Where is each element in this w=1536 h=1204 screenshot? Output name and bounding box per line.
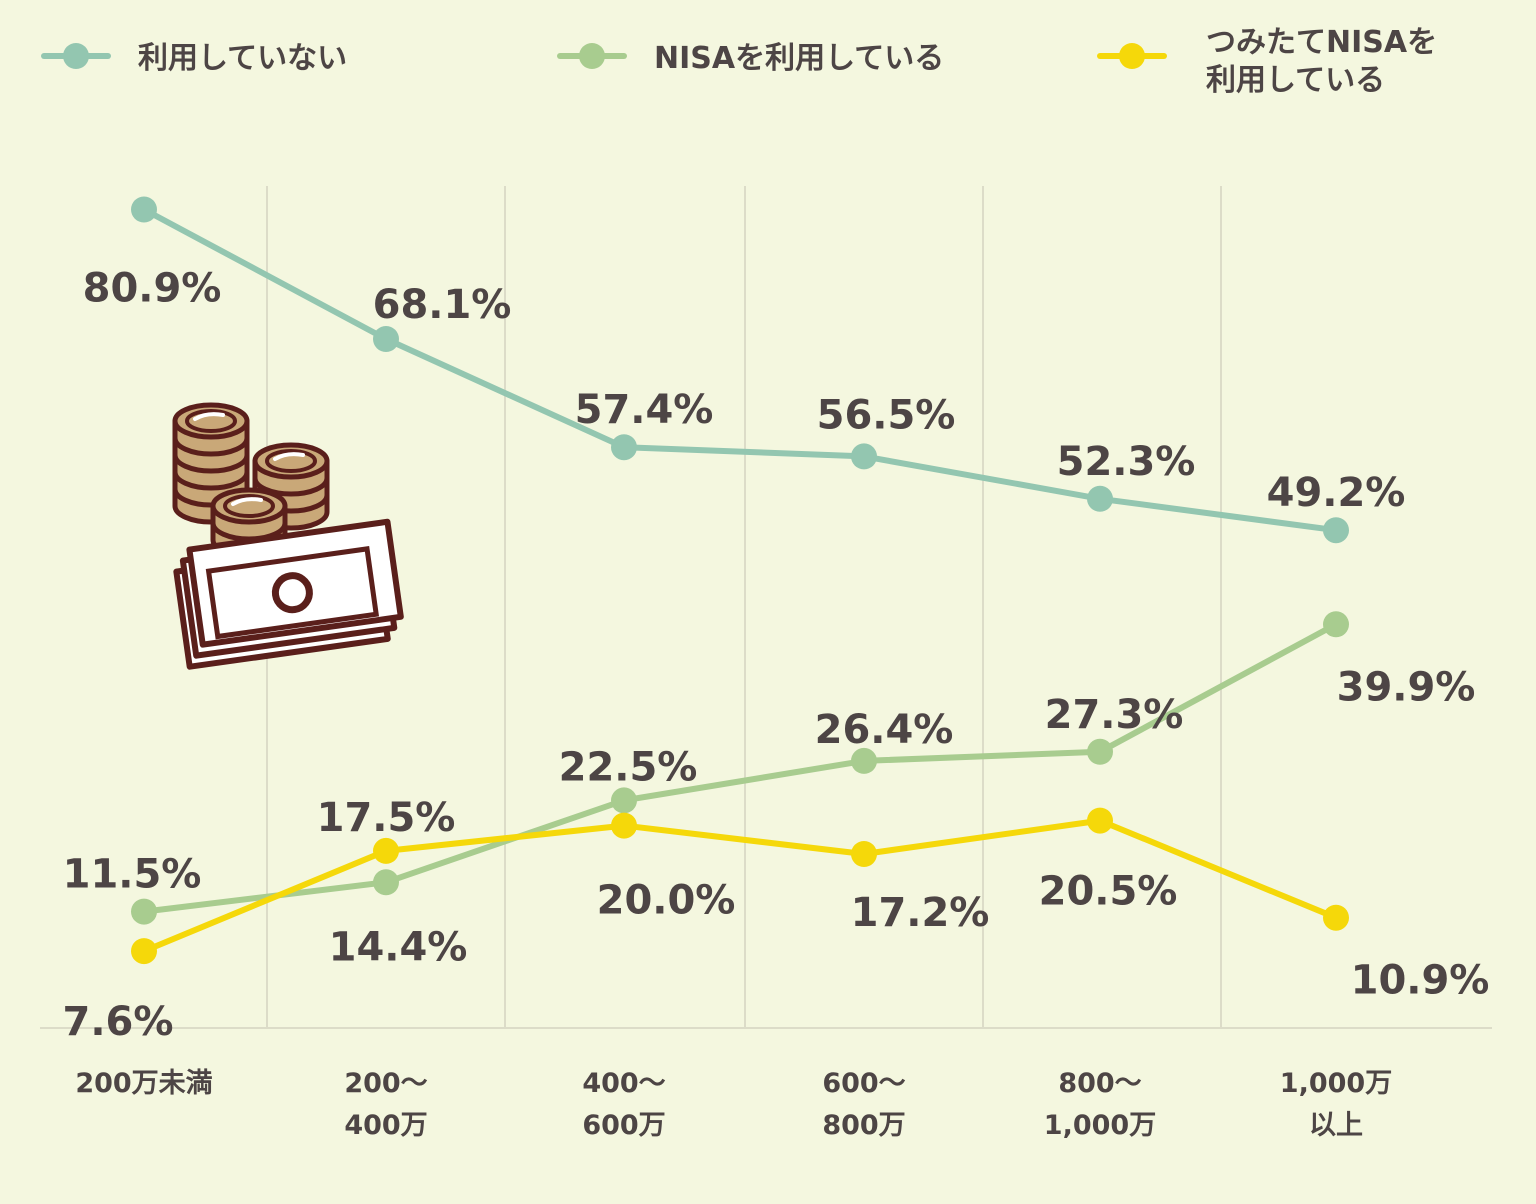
data-point [851, 443, 877, 470]
legend-label: つみたてNISAを利用している [1206, 25, 1437, 98]
x-tick-label: 800〜 1,000万 [1044, 1068, 1156, 1141]
series-group [131, 196, 1349, 965]
banknote-emblem [271, 572, 313, 614]
legend-item-1: 利用していない [41, 41, 347, 76]
legend-label: 利用していない [138, 41, 347, 76]
x-tick-label-line: 1,000万 [1044, 1110, 1156, 1141]
x-tick-label: 200万未満 [75, 1068, 212, 1099]
legend-label-line: NISAを利用している [654, 41, 944, 76]
data-point [131, 898, 157, 925]
data-label: 14.4% [329, 924, 468, 970]
data-label: 56.5% [817, 392, 956, 438]
grid [266, 186, 1222, 1028]
data-label: 52.3% [1057, 439, 1196, 485]
data-point [851, 841, 877, 867]
legend-item-2: NISAを利用している [557, 41, 944, 76]
data-label: 49.2% [1267, 470, 1406, 516]
coin-shine [273, 452, 305, 461]
x-tick-label-line: 200万未満 [75, 1068, 212, 1099]
x-tick-label-line: 200〜 [344, 1068, 427, 1099]
data-point [373, 837, 399, 864]
coin-rim [185, 409, 237, 433]
data-point [1323, 611, 1349, 638]
coin-shine [193, 412, 225, 421]
legend-label-line: 利用していない [138, 41, 347, 76]
legend-marker [579, 43, 605, 69]
series-3 [131, 807, 1349, 965]
data-label: 22.5% [559, 744, 698, 790]
data-label: 17.5% [317, 795, 456, 841]
legend-label: NISAを利用している [654, 41, 944, 76]
banknote-inner [205, 546, 380, 640]
legend-marker [1119, 43, 1145, 69]
legend-label-line: つみたてNISAを [1206, 25, 1437, 60]
data-point [611, 434, 637, 461]
data-label: 20.0% [597, 878, 736, 924]
x-tick-label-line: 400万 [344, 1110, 427, 1141]
data-point [1087, 485, 1113, 512]
data-point [1087, 738, 1113, 765]
data-labels: 80.9% 68.1% 57.4% 56.5% 52.3% 49.2% 11.5% 14.4%… [63, 266, 1490, 1046]
series-line [141, 206, 1339, 534]
x-tick-labels: 200万未満 200〜 400万 400〜 600万 600〜 800万 800〜 1,000万… [75, 1068, 1392, 1141]
data-point [851, 747, 877, 774]
legend-item-3: つみたてNISAを利用している [1097, 25, 1437, 98]
legend-label-line: 利用している [1206, 63, 1385, 98]
data-label: 17.2% [851, 890, 990, 936]
series-line [141, 817, 1339, 955]
data-label: 39.9% [1337, 664, 1476, 710]
series-2 [131, 611, 1349, 925]
data-label: 68.1% [373, 282, 512, 328]
coins-and-cash-icon [172, 402, 404, 670]
series-1 [131, 196, 1349, 544]
data-label: 20.5% [1039, 869, 1178, 915]
banknotes [173, 518, 404, 670]
data-label: 7.6% [63, 999, 174, 1045]
x-tick-label-line: 800万 [822, 1110, 905, 1141]
x-tick-label-line: 1,000万 [1280, 1068, 1392, 1099]
legend: 利用していない NISAを利用している つみたてNISAを利用している [41, 25, 1437, 98]
x-tick-label: 200〜 400万 [344, 1068, 427, 1141]
series-line [141, 621, 1339, 915]
x-tick-label: 1,000万以上 [1280, 1068, 1392, 1141]
x-tick-label-line: 400〜 [582, 1068, 665, 1099]
data-point [131, 938, 157, 965]
coin-rim [265, 449, 317, 473]
data-label: 80.9% [83, 266, 222, 312]
data-label: 27.3% [1045, 692, 1184, 738]
x-tick-label-line: 600万 [582, 1110, 665, 1141]
coin-rim [223, 494, 275, 518]
data-point [611, 812, 637, 839]
x-tick-label: 400〜 600万 [582, 1068, 665, 1141]
data-label: 26.4% [815, 707, 954, 753]
data-label: 11.5% [63, 852, 202, 898]
data-point [1323, 517, 1349, 544]
data-point [131, 196, 157, 223]
legend-marker [63, 43, 89, 69]
data-point [1323, 904, 1349, 931]
data-point [373, 326, 399, 352]
x-tick-label-line: 600〜 [822, 1068, 905, 1099]
data-point [1087, 807, 1113, 834]
data-point [611, 787, 637, 814]
x-tick-label-line: 800〜 [1058, 1068, 1141, 1099]
coin-shine [231, 497, 263, 506]
data-label: 10.9% [1351, 958, 1490, 1004]
data-point [373, 869, 399, 896]
x-tick-label: 600〜 800万 [822, 1068, 905, 1141]
x-tick-label-line: 以上 [1309, 1110, 1363, 1141]
data-label: 57.4% [575, 387, 714, 433]
